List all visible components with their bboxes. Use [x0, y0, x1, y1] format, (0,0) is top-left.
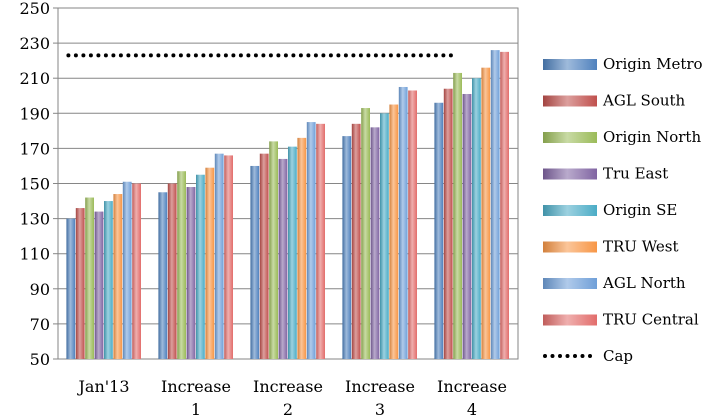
x-category-label: 2	[283, 400, 293, 416]
bar-tru-east-2	[278, 158, 288, 359]
bar-agl-south-1	[167, 183, 177, 359]
bars	[66, 50, 509, 360]
legend-label: AGL North	[602, 274, 686, 292]
legend-label: TRU Central	[603, 311, 699, 329]
y-axis-ticks: 50 70 90 110 130 150 170 190 210 230 250	[19, 0, 50, 369]
bar-tru-west-1	[205, 167, 215, 359]
legend-label: Origin North	[603, 128, 701, 146]
bar-origin-metro-3	[342, 136, 352, 359]
x-category-label: Increase	[345, 377, 415, 396]
legend-label: AGL South	[602, 92, 686, 110]
y-tick-label: 150	[19, 175, 50, 194]
y-tick-label: 130	[19, 210, 50, 229]
bar-agl-south-0	[75, 208, 85, 359]
y-tick-label: 110	[19, 245, 50, 264]
bar-tru-central-3	[408, 90, 417, 360]
legend-swatch	[543, 205, 597, 216]
legend-swatch	[543, 132, 597, 143]
bar-tru-central-1	[224, 155, 233, 359]
legend-label: TRU West	[603, 238, 679, 256]
bar-tru-central-2	[316, 123, 325, 359]
legend: Origin Metro AGL South Origin North Tru Eas…	[543, 55, 703, 365]
bar-tru-east-4	[462, 93, 472, 360]
y-tick-label: 70	[30, 315, 50, 334]
bar-origin-metro-0	[66, 218, 76, 359]
x-category-label: Jan'13	[76, 377, 129, 396]
bar-origin-metro-4	[434, 102, 444, 360]
bar-tru-east-3	[370, 127, 380, 359]
legend-label: Origin Metro	[603, 55, 703, 73]
bar-origin-north-0	[85, 197, 94, 359]
bar-origin-north-4	[453, 72, 462, 359]
x-category-label: Increase	[253, 377, 323, 396]
x-category-label: 4	[467, 400, 477, 416]
bar-agl-north-2	[306, 122, 316, 359]
bar-agl-north-4	[490, 50, 500, 360]
legend-swatch	[543, 241, 597, 253]
bar-tru-west-3	[389, 104, 399, 360]
bar-tru-east-1	[186, 187, 196, 359]
legend-swatch	[543, 314, 597, 326]
y-tick-label: 210	[19, 69, 50, 88]
bar-tru-east-0	[94, 211, 104, 359]
legend-label: Origin SE	[603, 201, 677, 219]
bar-tru-west-2	[297, 137, 307, 359]
y-tick-label: 50	[30, 350, 50, 369]
legend-label: Tru East	[603, 165, 668, 183]
x-category-label: 1	[191, 400, 201, 416]
bar-agl-north-3	[398, 86, 408, 359]
y-tick-label: 170	[19, 139, 50, 158]
bar-origin-metro-1	[158, 192, 168, 359]
bar-tru-west-4	[481, 67, 491, 360]
legend-label: Cap	[603, 347, 633, 365]
bar-origin-se-1	[196, 174, 205, 359]
legend-swatch	[543, 278, 597, 289]
x-category-label: Increase	[161, 377, 231, 396]
bar-tru-central-0	[132, 183, 141, 359]
bar-tru-west-0	[113, 194, 123, 359]
bar-origin-se-0	[104, 201, 113, 359]
x-axis-labels: Jan'13 Increase 1 Increase 2 Increase 3 Increas…	[76, 377, 506, 416]
y-tick-label: 190	[19, 104, 50, 123]
legend-swatch	[543, 95, 597, 107]
bar-tru-central-4	[500, 51, 509, 359]
bar-origin-north-3	[361, 108, 370, 359]
legend-swatch	[543, 59, 597, 70]
bar-agl-south-2	[259, 153, 269, 359]
y-tick-label: 90	[30, 280, 50, 299]
x-category-label: 3	[375, 400, 385, 416]
bar-origin-north-1	[177, 171, 186, 359]
bar-origin-se-2	[288, 146, 297, 359]
bar-origin-se-3	[380, 113, 389, 359]
y-tick-label: 230	[19, 34, 50, 53]
bar-agl-south-4	[443, 88, 453, 359]
bar-agl-south-3	[351, 123, 361, 359]
legend-swatch	[543, 168, 597, 180]
bar-agl-north-1	[214, 153, 224, 359]
x-category-label: Increase	[437, 377, 507, 396]
bar-origin-north-2	[269, 141, 278, 359]
bar-origin-se-4	[472, 78, 481, 359]
bar-origin-metro-2	[250, 165, 260, 359]
bar-agl-north-0	[122, 181, 132, 359]
y-tick-label: 250	[19, 0, 50, 18]
